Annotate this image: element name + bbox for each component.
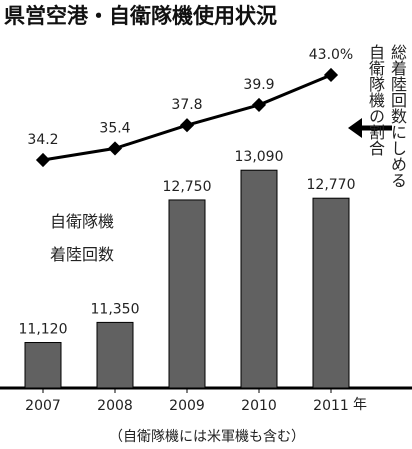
x-tick-label: 2009 (169, 398, 205, 414)
line-series-label: 総着陸回数にしめる自衛隊機の割合 (366, 44, 407, 188)
x-unit: 年 (353, 397, 367, 413)
line (42, 73, 332, 162)
bar-value-label: 12,750 (163, 179, 212, 195)
bar-value-label: 11,120 (19, 322, 68, 338)
bar-value-label: 11,350 (91, 301, 140, 317)
line-point (107, 141, 123, 156)
x-tick-label: 2008 (97, 398, 133, 414)
bar (240, 169, 278, 389)
line-point (323, 67, 339, 83)
line-value-label: 37.8 (171, 97, 202, 113)
arrow (348, 118, 392, 138)
line-value-label: 34.2 (27, 132, 58, 148)
line-point (179, 118, 195, 133)
bar (24, 342, 62, 389)
line-value-label: 39.9 (243, 77, 274, 93)
x-tick-label: 2011 (313, 398, 349, 414)
bar (168, 199, 206, 389)
note: （自衛隊機には米軍機も含む） (109, 429, 305, 445)
line-value-label: 43.0% (309, 47, 353, 63)
bar (96, 321, 134, 389)
x-tick-label: 2010 (241, 398, 277, 414)
line-point (251, 97, 267, 112)
bar-value-label: 12,770 (307, 177, 356, 193)
bar (312, 197, 350, 389)
line-point (35, 152, 51, 168)
line-value-label: 35.4 (99, 120, 130, 136)
chart-title: 県営空港・自衛隊機使用状況 (4, 4, 277, 28)
bar-series-label: 自衛隊機着陸回数 (50, 212, 115, 264)
bar-value-label: 13,090 (235, 149, 284, 165)
x-tick-label: 2007 (25, 398, 61, 414)
